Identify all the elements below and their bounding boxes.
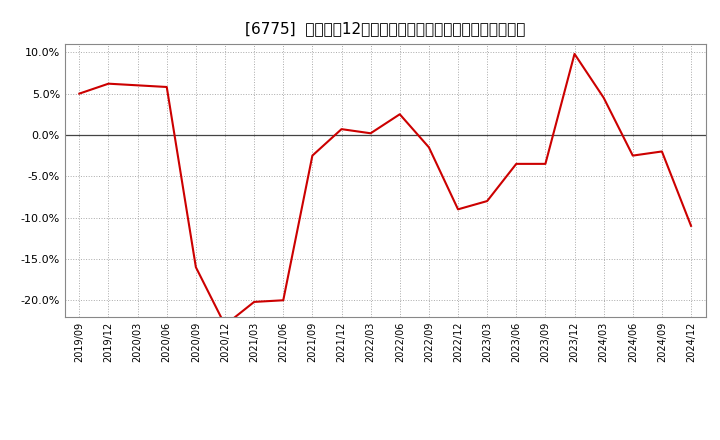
Title: [6775]  売上高の12か月移動合計の対前年同期増減率の推移: [6775] 売上高の12か月移動合計の対前年同期増減率の推移 bbox=[245, 21, 526, 36]
